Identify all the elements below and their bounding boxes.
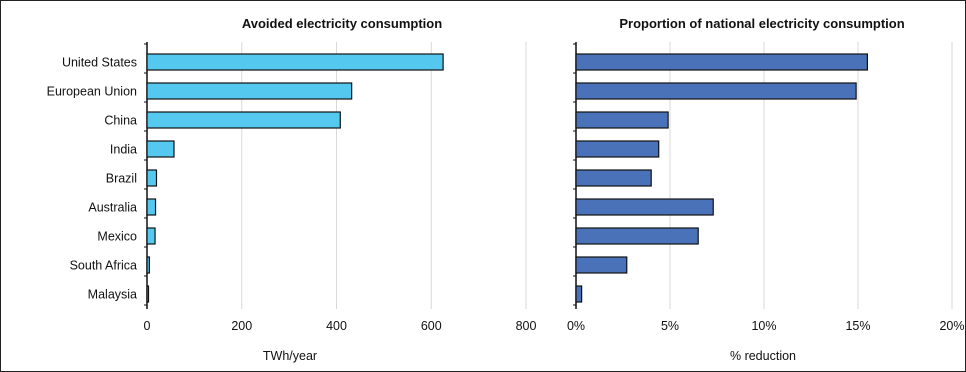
right-bar (575, 82, 857, 100)
left-bar (146, 227, 156, 245)
category-label: Brazil (106, 172, 137, 186)
category-label: China (104, 114, 137, 128)
left-tick-label: 0 (144, 319, 151, 333)
left-bar-chart: United States European Union China India Bra… (47, 42, 537, 333)
right-bar (575, 140, 660, 158)
right-bar (575, 256, 628, 274)
right-bar (575, 285, 583, 303)
right-bar (575, 198, 714, 216)
category-label: Malaysia (88, 288, 137, 302)
right-tick-label: 5% (661, 319, 679, 333)
left-bar (146, 198, 157, 216)
right-bar (575, 227, 699, 245)
category-label: Mexico (97, 230, 137, 244)
right-bar-chart: 0% 5% 10% 15% 20% (567, 42, 965, 333)
right-tick-label: 10% (751, 319, 776, 333)
right-bar (575, 53, 868, 71)
right-bar (575, 111, 669, 129)
left-bar (146, 169, 158, 187)
right-chart-title: Proportion of national electricity consu… (619, 16, 904, 31)
left-tick-label: 800 (516, 319, 537, 333)
left-tick-label: 400 (326, 319, 347, 333)
right-x-axis-label: % reduction (730, 349, 796, 363)
category-label: Australia (88, 201, 137, 215)
right-tick-label: 20% (939, 319, 964, 333)
right-bar (575, 169, 652, 187)
left-bar (146, 256, 150, 274)
category-label: South Africa (70, 259, 137, 273)
right-tick-label: 15% (845, 319, 870, 333)
category-label: European Union (47, 85, 137, 99)
left-bar (146, 82, 353, 100)
left-bar (146, 285, 150, 303)
left-chart-title: Avoided electricity consumption (242, 16, 442, 31)
left-bar (146, 53, 444, 71)
left-tick-label: 200 (231, 319, 252, 333)
left-x-axis-label: TWh/year (263, 349, 317, 363)
category-label: United States (62, 56, 137, 70)
left-tick-label: 600 (421, 319, 442, 333)
left-bar (146, 111, 341, 129)
left-bar (146, 140, 175, 158)
right-tick-label: 0% (567, 319, 585, 333)
category-label: India (110, 143, 137, 157)
